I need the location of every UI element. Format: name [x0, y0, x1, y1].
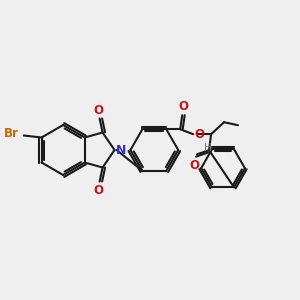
Text: O: O — [178, 100, 188, 113]
Text: O: O — [94, 103, 103, 116]
Text: H: H — [204, 143, 212, 153]
Text: Br: Br — [4, 127, 19, 140]
Text: O: O — [189, 159, 199, 172]
Text: N: N — [116, 143, 126, 157]
Text: O: O — [94, 184, 103, 196]
Text: O: O — [194, 128, 204, 141]
